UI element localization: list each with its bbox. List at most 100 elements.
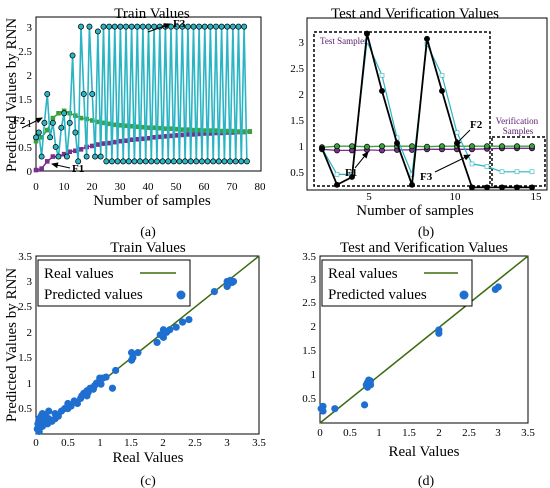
- f3-series-point: [241, 23, 248, 30]
- panel-d-ytick: 2: [311, 321, 317, 333]
- f3-series-point: [55, 153, 62, 160]
- panel-a-xtick: 0: [33, 181, 39, 193]
- panel-d-xtick: 0: [317, 427, 323, 439]
- f3-series-point: [33, 134, 39, 141]
- f1-series-point: [89, 143, 95, 149]
- f3-real-series-line: [321, 33, 532, 189]
- panel-c-frame: [35, 255, 260, 435]
- predicted-point: [172, 323, 180, 331]
- f3-series-point: [63, 153, 70, 160]
- panel-b-ytick: 2.5: [290, 63, 304, 75]
- predicted-point: [210, 288, 218, 296]
- f3-series-point: [114, 158, 121, 165]
- caption-d: (d): [418, 474, 435, 488]
- panel-d-ytick: 2.5: [302, 297, 316, 309]
- predicted-point: [45, 407, 53, 415]
- annotation-arrow: [51, 162, 71, 169]
- verification-samples-line2: Samples: [503, 126, 534, 136]
- legend-box: [321, 259, 473, 307]
- annotation-f1-label: F1: [72, 163, 84, 175]
- panel-a-xtick: 30: [115, 181, 127, 193]
- panel-c-yticks: 0.5 1 1.5 2 2.5 3 3.5: [18, 251, 32, 415]
- f3-series-point: [179, 23, 186, 30]
- f2-series-point: [44, 127, 50, 133]
- f3-series-point: [134, 23, 141, 30]
- panel-b-xtick: 10: [450, 191, 462, 203]
- f3-predicted-series-point: [514, 169, 520, 175]
- f1-series-point: [67, 149, 73, 155]
- panel-d-title: Test and Verification Values: [340, 240, 508, 256]
- f1-series-point: [123, 138, 129, 143]
- f3-real-series-point: [409, 181, 415, 188]
- legend-label-predicted-values: Predicted values: [328, 287, 427, 303]
- panel-a-xtick: 20: [87, 181, 99, 193]
- predicted-point: [153, 338, 161, 347]
- panel-a-plot-area: [33, 23, 253, 173]
- f3-series-point: [108, 158, 115, 165]
- f3-series-point: [49, 119, 56, 126]
- panel-b-xticks: 5 10 15: [366, 191, 542, 203]
- annotation-arrow: [434, 154, 471, 173]
- f3-series-point: [120, 158, 127, 165]
- f3-series-point: [58, 124, 65, 131]
- panel-a-xtick: 40: [143, 181, 155, 193]
- f3-series-point: [86, 23, 93, 30]
- f3-series-point: [221, 158, 228, 165]
- f2-series-point: [50, 115, 56, 121]
- panel-a-ylabel: Predicted Values by RNN: [4, 18, 20, 172]
- predicted-point: [112, 366, 120, 375]
- f1-series-point: [129, 137, 134, 143]
- f2-series-point: [379, 143, 385, 150]
- f2-series-point: [364, 143, 370, 150]
- f2-series-point: [424, 143, 430, 150]
- panel-b-xlabel: Number of samples: [356, 203, 474, 219]
- panel-b-ytick: 2: [299, 89, 305, 101]
- f3-real-series-point: [424, 35, 430, 42]
- predicted-point: [319, 407, 327, 415]
- panel-a-xtick: 60: [199, 181, 211, 193]
- predicted-point: [229, 277, 238, 286]
- f3-series-point: [215, 158, 222, 165]
- annotation-f3-label: F3: [173, 18, 186, 30]
- panel-d-xtick: 1: [376, 427, 382, 439]
- f2-series-point: [499, 143, 505, 150]
- panel-b-xtick: 15: [531, 191, 543, 203]
- panel-a-ytick: 2.5: [18, 46, 32, 58]
- panel-d-ytick: 1.5: [302, 345, 316, 357]
- f3-series-point: [35, 129, 42, 136]
- f2-series-point: [439, 143, 445, 150]
- f3-series-point: [131, 158, 138, 165]
- panel-a-ytick: 2: [27, 70, 33, 82]
- f3-series-point: [196, 23, 203, 30]
- panel-a-frame: [35, 16, 262, 172]
- f3-series-point: [52, 143, 59, 150]
- f3-series-point: [165, 158, 172, 165]
- panel-d-xtick: 2.5: [462, 427, 476, 439]
- annotation-arrow: [454, 129, 471, 146]
- f3-series-point: [44, 91, 51, 97]
- f3-series-point: [92, 153, 99, 160]
- f3-series-point: [235, 23, 242, 30]
- f3-predicted-series-point: [379, 73, 385, 78]
- f3-series-point: [137, 158, 144, 165]
- f3-series-point: [97, 153, 104, 160]
- panel-c-ytick: 1: [27, 378, 33, 390]
- f2-series-point: [514, 143, 520, 150]
- f1-series-point: [179, 132, 185, 138]
- f3-series-point: [210, 158, 217, 165]
- f2-series-point: [56, 110, 61, 116]
- predicted-point: [134, 349, 142, 357]
- f3-real-series-point: [364, 30, 370, 37]
- f3-predicted-series-point: [454, 130, 460, 135]
- f3-series-point: [184, 23, 191, 30]
- f2-series-point: [247, 129, 253, 134]
- panel-d-ytick: 3.5: [302, 251, 316, 263]
- f3-real-series-point: [514, 184, 520, 191]
- panel-a-ytick: 3: [27, 22, 33, 34]
- f1-series-point: [101, 141, 106, 146]
- panel-a-chart: Train Values Number of samples Predicted…: [4, 6, 266, 240]
- f3-series-point: [148, 158, 155, 165]
- f2-series-point: [409, 143, 415, 150]
- real-values-line: [319, 255, 529, 424]
- f3-series-line: [35, 26, 248, 162]
